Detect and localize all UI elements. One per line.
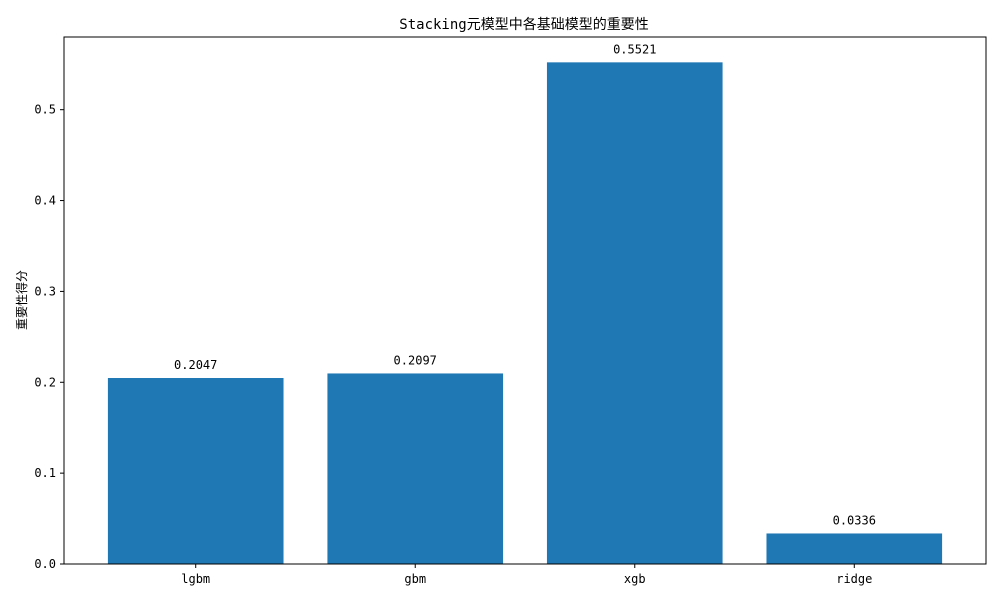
y-tick-label: 0.4 [34, 194, 56, 208]
x-tick-label-xgb: xgb [624, 572, 646, 586]
bar-gbm [327, 373, 504, 564]
bar-lgbm [107, 378, 284, 564]
bar-ridge [766, 533, 943, 564]
y-tick-label: 0.2 [34, 375, 56, 389]
x-tick-label-ridge: ridge [836, 572, 872, 586]
value-label-gbm: 0.2097 [394, 353, 437, 367]
y-axis-label: 重要性得分 [14, 270, 29, 330]
chart-title: Stacking元模型中各基础模型的重要性 [399, 16, 648, 33]
y-tick-label: 0.5 [34, 103, 56, 117]
bar-xgb [546, 62, 723, 564]
value-labels-group: 0.2047 0.2097 0.5521 0.0336 [174, 42, 876, 527]
y-tick-label: 0.0 [34, 557, 56, 571]
value-label-ridge: 0.0336 [833, 513, 876, 527]
y-tick-label: 0.1 [34, 466, 56, 480]
x-axis: lgbm gbm xgb ridge [181, 564, 872, 586]
value-label-lgbm: 0.2047 [174, 358, 217, 372]
x-tick-label-lgbm: lgbm [181, 572, 210, 586]
bars-group [107, 62, 943, 564]
plot-frame [63, 36, 987, 565]
value-label-xgb: 0.5521 [613, 42, 656, 56]
y-axis: 0.0 0.1 0.2 0.3 0.4 0.5 [34, 103, 64, 571]
y-tick-label: 0.3 [34, 284, 56, 298]
x-tick-label-gbm: gbm [404, 572, 426, 586]
